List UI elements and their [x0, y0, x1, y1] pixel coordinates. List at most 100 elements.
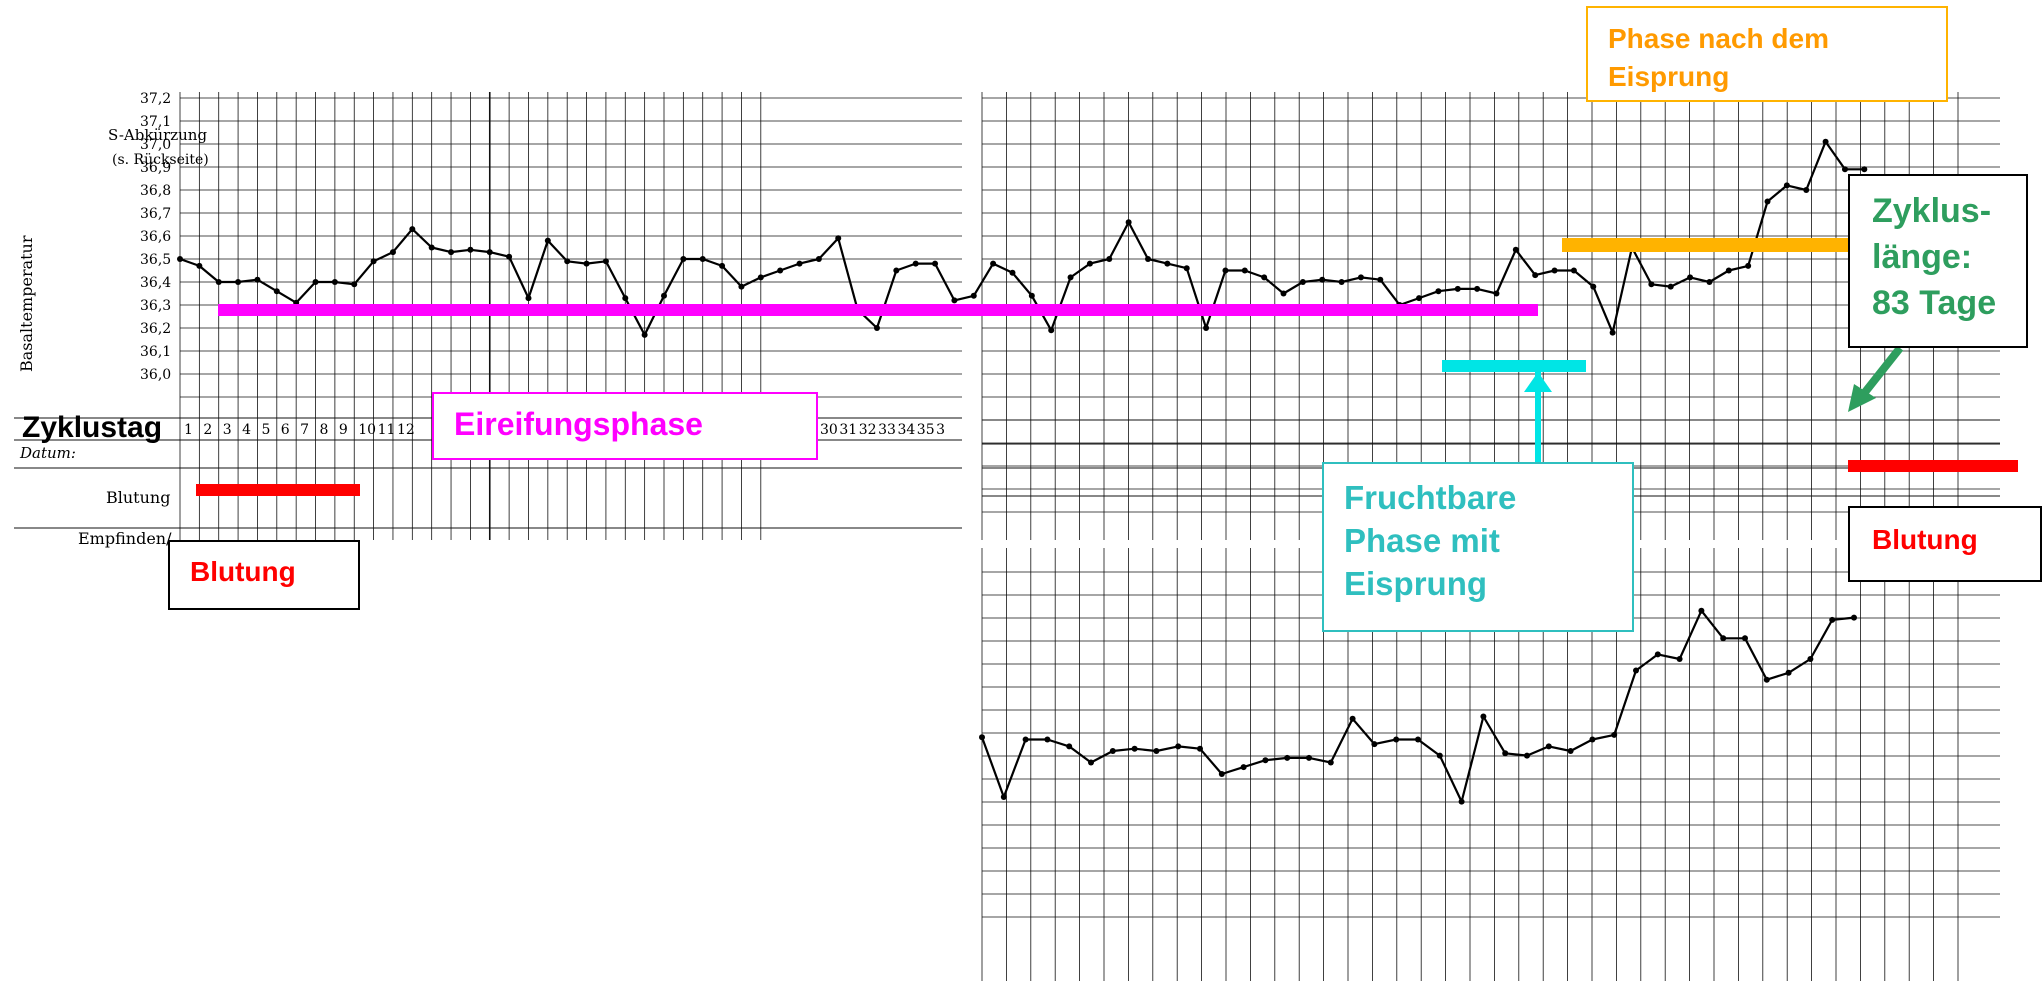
cycle-day-label: 1: [184, 422, 193, 438]
temperature-point: [1240, 764, 1247, 771]
temperature-point: [1262, 757, 1269, 764]
y-tick-label: 36,9: [140, 160, 171, 176]
temperature-point: [1474, 285, 1481, 292]
temperature-point: [1357, 274, 1364, 281]
temperature-point: [1829, 616, 1836, 623]
temperature-point: [1299, 279, 1306, 285]
zykluslaenge-line-2: länge:: [1872, 238, 1973, 276]
blutung-right-text: Blutung: [1872, 524, 1978, 555]
temperature-point: [699, 256, 706, 262]
temperature-point: [1222, 267, 1229, 274]
temperature-point: [273, 288, 280, 295]
y-tick-label: 37,0: [140, 137, 171, 153]
temperature-point: [486, 249, 493, 256]
temperature-point: [1648, 281, 1655, 288]
temperature-point: [1742, 635, 1748, 642]
empfinden-row-label: Empfinden/: [78, 529, 172, 548]
y-tick-label: 36,8: [140, 183, 171, 199]
temperature-point: [1261, 274, 1268, 281]
temperature-point: [1676, 656, 1683, 662]
temperature-point: [1524, 752, 1530, 759]
temperature-point: [1197, 745, 1203, 752]
temperature-point: [1338, 279, 1345, 285]
y-tick-label: 36,1: [140, 344, 171, 360]
temperature-point: [1131, 745, 1138, 752]
temperature-point: [235, 279, 242, 285]
temperature-point: [1611, 731, 1618, 738]
temperature-point: [1086, 260, 1093, 267]
cycle-day-label: 31: [839, 422, 857, 438]
temperature-point: [1284, 754, 1291, 761]
temperature-point: [1306, 754, 1312, 761]
temperature-point: [951, 297, 958, 304]
temperature-point: [370, 258, 377, 265]
temperature-point: [1435, 288, 1442, 295]
temperature-point: [1654, 651, 1661, 658]
cycle-day-label: 8: [320, 422, 329, 438]
cycle-day-label: 11: [378, 422, 396, 438]
temperature-point: [622, 295, 629, 302]
temperature-point: [215, 279, 222, 285]
temperature-point: [1785, 669, 1792, 676]
temperature-point: [1720, 635, 1727, 642]
temperature-point: [1106, 256, 1113, 262]
cycle-day-label: 3: [223, 422, 232, 438]
temperature-point: [777, 267, 784, 274]
fruchtbare-phase-box: Fruchtbare Phase mit Eisprung: [1322, 462, 1634, 632]
eireifungsphase-text: Eireifungsphase: [454, 406, 703, 442]
temperature-point: [1633, 667, 1639, 674]
y-tick-label: 36,2: [140, 321, 171, 337]
temperature-point: [661, 292, 667, 299]
temperature-point: [912, 260, 919, 267]
zykluslaenge-line-1: Zyklus-: [1872, 192, 1992, 230]
temperature-point: [1725, 267, 1732, 274]
temperature-point: [1570, 267, 1577, 274]
temperature-point: [351, 281, 358, 288]
temperature-point: [1807, 656, 1814, 662]
temperature-point: [1512, 246, 1519, 253]
temperature-point: [1067, 274, 1074, 281]
temperature-point: [893, 267, 900, 274]
cycle-day-label: 6: [281, 422, 290, 438]
fruchtbare-line-3: Eisprung: [1344, 565, 1488, 602]
temperature-curve-bottom: [979, 607, 1857, 805]
temperature-point: [1589, 736, 1596, 743]
y-tick-label: 37,2: [140, 91, 171, 107]
temperature-point: [1183, 265, 1190, 272]
temperature-point: [1545, 743, 1552, 750]
temperature-point: [835, 235, 842, 242]
cycle-day-label: 2: [203, 422, 212, 438]
temperature-point: [467, 246, 474, 253]
temperature-point: [331, 279, 338, 285]
temperature-point: [1764, 198, 1771, 205]
temperature-point: [1841, 166, 1848, 173]
temperature-curve-top: [177, 138, 1868, 338]
temperature-point: [970, 292, 977, 299]
temperature-point: [979, 734, 985, 741]
temperature-point: [1551, 267, 1558, 274]
temperature-point: [1454, 285, 1461, 292]
temperature-point: [1763, 676, 1770, 683]
s-abk-sub-label: (s. Rückseite): [112, 152, 209, 168]
temperature-point: [1532, 272, 1539, 279]
temperature-point: [448, 249, 455, 256]
temperature-point: [1371, 741, 1378, 748]
cycle-day-label: 12: [397, 422, 415, 438]
fruchtbare-line-2: Phase mit: [1344, 522, 1500, 559]
y-tick-label: 37,1: [140, 114, 171, 130]
temperature-line: [179, 140, 1865, 336]
blutung-left-text: Blutung: [190, 556, 296, 587]
s-abk-label: S-Abkürzung: [108, 126, 207, 144]
nach-eisprung-line-2: Eisprung: [1608, 61, 1730, 92]
temperature-point: [602, 258, 609, 265]
cycle-day-label: 33: [878, 422, 896, 438]
cycle-day-labels: 1 2 3 4 5 6 7 8 9 10 11 12 30 31 32 33 34 35 3: [184, 422, 945, 438]
cycle-day-label: 32: [859, 422, 877, 438]
y-tick-label: 36,3: [140, 298, 171, 314]
temperature-point: [1567, 748, 1574, 754]
temperature-point: [1109, 748, 1116, 754]
temperature-point: [1783, 182, 1790, 189]
eireifungsphase-box: Eireifungsphase: [432, 392, 818, 460]
temperature-point: [1145, 256, 1151, 262]
